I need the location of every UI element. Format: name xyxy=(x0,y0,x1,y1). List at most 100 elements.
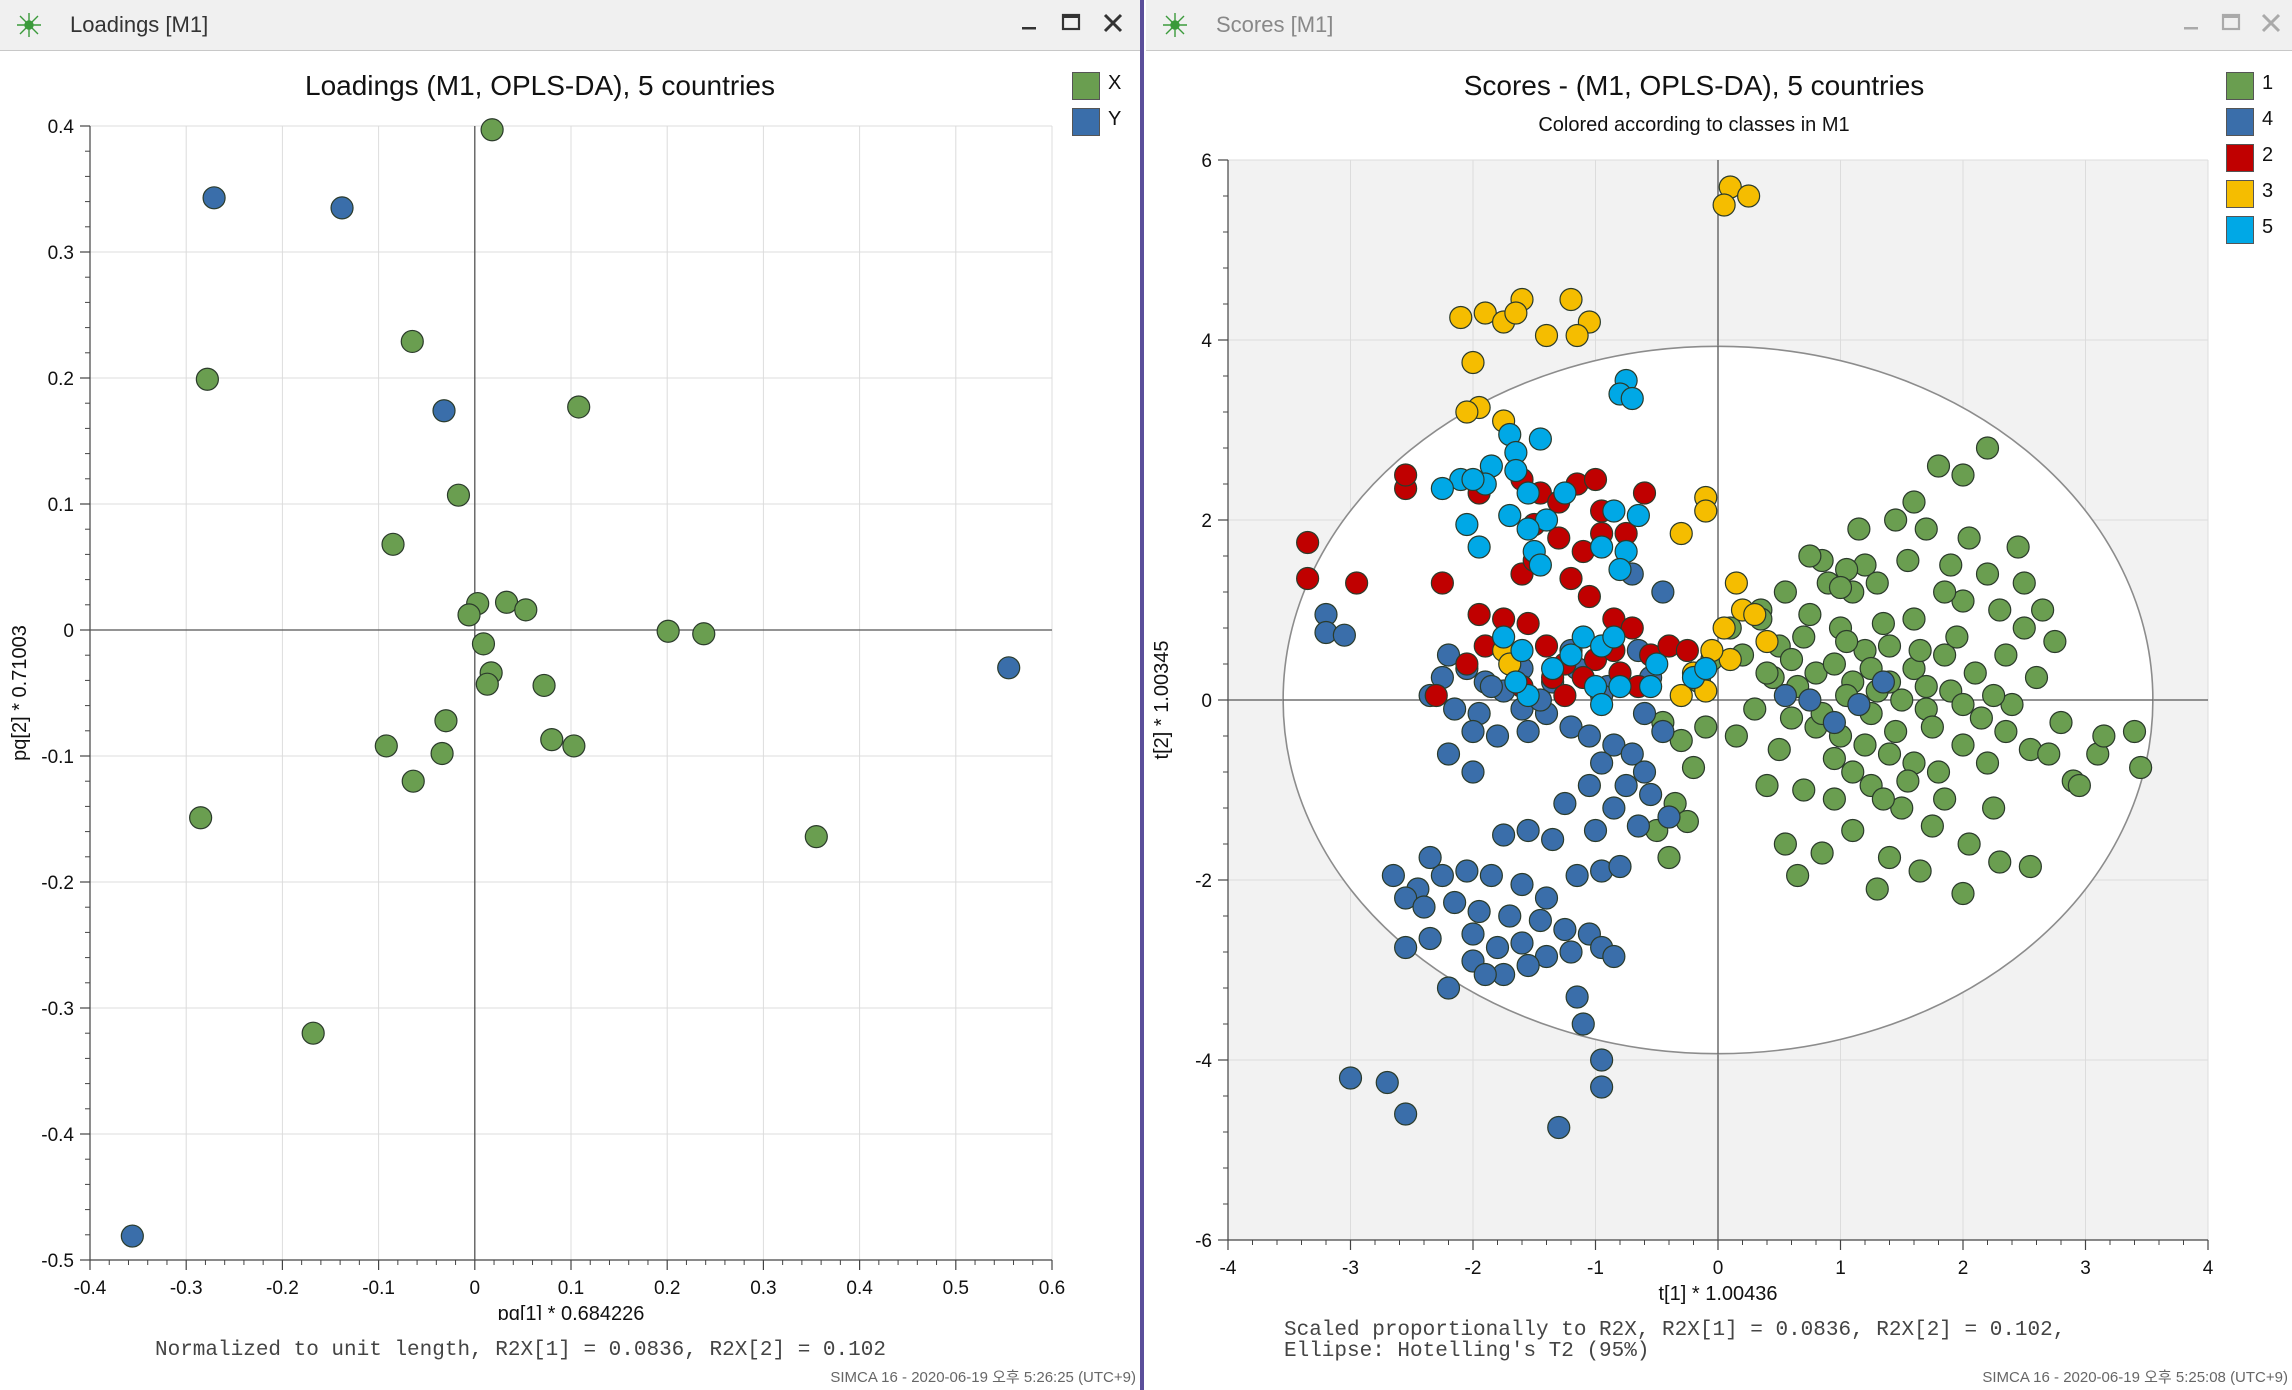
data-point-series-1 xyxy=(1884,719,1908,744)
data-point-series-1 xyxy=(1951,881,1975,906)
title-bar[interactable]: Scores [M1] xyxy=(1146,0,2292,51)
data-point-series-4 xyxy=(1651,580,1675,604)
data-point-series-1 xyxy=(1822,787,1846,811)
data-point-series-1 xyxy=(1945,625,1969,649)
x-tick-label: -1 xyxy=(1587,1258,1604,1279)
data-point-series-4 xyxy=(1412,895,1436,919)
maximize-button[interactable] xyxy=(2214,6,2248,40)
data-point-series-2 xyxy=(1296,530,1320,555)
simca-app-icon xyxy=(17,13,41,37)
data-point-series-1 xyxy=(1877,634,1902,658)
data-point-series-1 xyxy=(1939,553,1963,577)
data-point-series-4 xyxy=(1338,1066,1363,1090)
data-point-series-5 xyxy=(1608,557,1632,582)
data-point-series-X xyxy=(400,329,424,354)
x-tick-label: -2 xyxy=(1465,1258,1482,1279)
data-point-series-3 xyxy=(1504,301,1528,325)
data-point-series-1 xyxy=(1951,733,1975,757)
data-point-series-5 xyxy=(1694,656,1718,681)
legend-swatch xyxy=(1072,72,1100,100)
close-button[interactable] xyxy=(1096,6,1130,40)
data-point-series-4 xyxy=(1590,1048,1614,1072)
data-point-series-3 xyxy=(1559,287,1583,312)
scores-chart[interactable]: -4 -3 -2 -1 0 1 2 3 4 -6 -4 -2 0 2 4 6 t[1] * 1.00436 t[2… xyxy=(1146,130,2292,1320)
x-axis-label: pq[1] * 0.684226 xyxy=(498,1303,645,1320)
data-point-series-1 xyxy=(1877,742,1902,766)
data-point-series-X xyxy=(514,598,538,622)
data-point-series-4 xyxy=(1479,674,1503,699)
data-point-series-4 xyxy=(1498,904,1522,928)
simca-app-icon xyxy=(1163,13,1187,37)
data-point-series-2 xyxy=(1394,463,1418,487)
title-bar[interactable]: Loadings [M1] xyxy=(0,0,1140,51)
data-point-series-X xyxy=(401,769,425,793)
data-point-series-1 xyxy=(2000,692,2024,717)
close-icon xyxy=(1103,13,1123,33)
data-point-series-2 xyxy=(1553,683,1577,708)
data-point-series-4 xyxy=(1773,683,1797,708)
data-point-series-1 xyxy=(1994,719,2018,744)
close-icon xyxy=(2261,13,2281,33)
data-point-series-1 xyxy=(1694,715,1718,739)
x-tick-label: 0.2 xyxy=(654,1278,680,1299)
data-point-series-1 xyxy=(2012,571,2036,595)
data-point-series-4 xyxy=(1534,944,1559,969)
data-point-series-5 xyxy=(1516,481,1540,505)
data-point-series-4 xyxy=(1467,899,1491,924)
y-tick-label: -0.5 xyxy=(41,1251,74,1272)
data-point-series-X xyxy=(301,1021,325,1045)
close-button[interactable] xyxy=(2254,6,2288,40)
data-point-series-4 xyxy=(1528,908,1552,933)
legend-label: X xyxy=(1108,72,1122,94)
data-point-series-1 xyxy=(1890,796,1914,820)
data-point-series-1 xyxy=(2049,710,2073,735)
data-point-series-3 xyxy=(1755,629,1779,654)
y-tick-label: 0 xyxy=(1201,691,1212,712)
legend-label: 2 xyxy=(2262,144,2274,166)
minimize-button[interactable] xyxy=(1012,6,1046,40)
loadings-chart[interactable]: -0.4 -0.3 -0.2 -0.1 0 0.1 0.2 0.3 0.4 0.5 0.6-0.5-… xyxy=(0,100,1140,1320)
data-point-series-4 xyxy=(1571,1012,1595,1036)
maximize-button[interactable] xyxy=(1054,6,1088,40)
data-point-series-1 xyxy=(1871,787,1895,811)
data-point-series-4 xyxy=(1798,688,1822,712)
data-point-series-5 xyxy=(1590,692,1614,717)
data-point-series-4 xyxy=(1394,886,1418,910)
data-point-series-4 xyxy=(1461,922,1485,946)
data-point-series-4 xyxy=(1479,863,1503,888)
y-tick-label: 0.4 xyxy=(48,117,75,138)
data-point-series-4 xyxy=(1590,751,1614,775)
data-point-series-1 xyxy=(1975,751,2000,775)
data-point-series-5 xyxy=(1467,535,1491,559)
data-point-series-5 xyxy=(1504,458,1528,483)
data-point-series-4 xyxy=(1418,845,1442,870)
y-tick-label: -2 xyxy=(1195,871,1212,892)
y-tick-label: 4 xyxy=(1201,331,1212,352)
window-title: Scores [M1] xyxy=(1216,12,1334,37)
data-point-series-4 xyxy=(1632,701,1657,726)
data-point-series-1 xyxy=(1957,832,1981,856)
data-point-series-4 xyxy=(1541,827,1565,852)
x-axis-label: t[1] * 1.00436 xyxy=(1659,1283,1778,1305)
data-point-series-1 xyxy=(2092,724,2116,748)
x-tick-label: -0.3 xyxy=(170,1278,203,1299)
data-point-series-1 xyxy=(1835,629,1859,654)
data-point-series-1 xyxy=(1920,715,1944,739)
data-point-series-5 xyxy=(1510,638,1534,663)
y-axis-label: pq[2] * 0.71003 xyxy=(9,625,31,761)
data-point-series-4 xyxy=(1430,863,1454,888)
data-point-series-Y xyxy=(202,186,226,210)
x-tick-label: -0.4 xyxy=(74,1278,107,1299)
y-tick-label: 0.3 xyxy=(48,243,74,264)
data-point-series-4 xyxy=(1485,935,1510,960)
data-point-series-1 xyxy=(1957,526,1981,550)
data-point-series-4 xyxy=(1590,1075,1614,1099)
x-tick-label: -0.1 xyxy=(362,1278,395,1299)
data-point-series-1 xyxy=(1994,643,2018,667)
data-point-series-5 xyxy=(1541,656,1565,681)
x-tick-label: 0.1 xyxy=(558,1278,584,1299)
window-splitter[interactable] xyxy=(1140,0,1144,1390)
minimize-button[interactable] xyxy=(2174,6,2208,40)
data-point-series-1 xyxy=(1926,760,1951,784)
data-point-series-3 xyxy=(1712,616,1736,640)
